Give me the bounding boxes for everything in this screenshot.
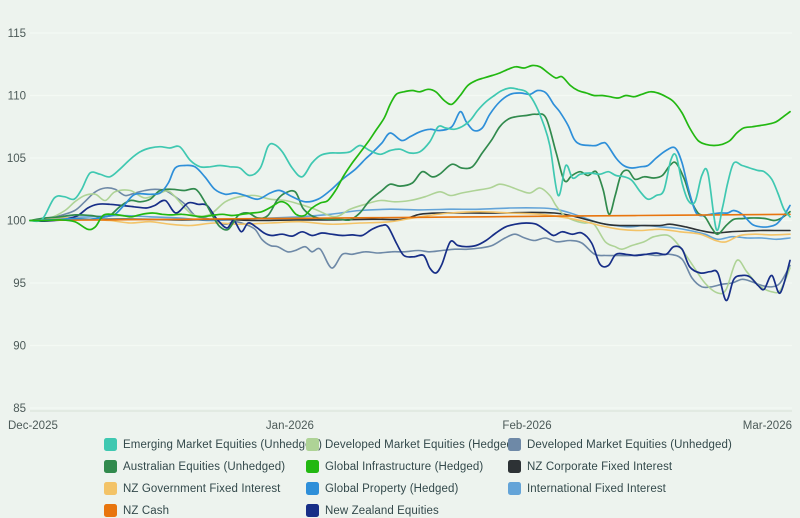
legend-label: NZ Government Fixed Interest (123, 482, 281, 495)
series-line-developed-market-equities-hedged (29, 183, 791, 295)
legend-label: NZ Corporate Fixed Interest (527, 460, 673, 473)
legend-item-global-property-hedged[interactable]: Global Property (Hedged) (306, 482, 458, 495)
x-tick-label-Jan-2026: Jan-2026 (266, 420, 314, 432)
legend-item-international-fixed-interest[interactable]: International Fixed Interest (508, 482, 666, 495)
series-line-developed-market-equities-unhedged (29, 187, 791, 289)
plot-area: 85 90 95 100 105 110 115 Dec-2025 Jan-2026 Feb-20… (7, 28, 792, 432)
legend-swatch-australian-equities-unhedged (104, 460, 117, 473)
series-line-emerging-market-equities-unhedged (29, 87, 791, 232)
series-line-nz-cash (29, 213, 791, 222)
legend-label: International Fixed Interest (527, 482, 666, 495)
y-tick-label-100: 100 (7, 216, 26, 228)
legend-swatch-international-fixed-interest (508, 482, 521, 495)
legend-swatch-nz-government-fixed-interest (104, 482, 117, 495)
legend-swatch-global-property-hedged (306, 482, 319, 495)
series-line-new-zealand-equities (29, 199, 791, 302)
legend-item-nz-corporate-fixed-interest[interactable]: NZ Corporate Fixed Interest (508, 460, 672, 473)
series-line-australian-equities-unhedged (29, 113, 791, 236)
legend-item-new-zealand-equities[interactable]: New Zealand Equities (306, 504, 439, 517)
y-tick-label-95: 95 (13, 278, 26, 290)
x-tick-label-Mar-2026: Mar-2026 (743, 420, 792, 432)
legend-label: Emerging Market Equities (Unhedged) (123, 438, 323, 451)
y-tick-label-115: 115 (8, 28, 26, 40)
legend-swatch-new-zealand-equities (306, 504, 319, 517)
series-line-global-property-hedged (29, 89, 791, 228)
legend-item-nz-cash[interactable]: NZ Cash (104, 504, 169, 517)
legend-item-developed-market-equities-hedged[interactable]: Developed Market Equities (Hedged) (306, 438, 517, 451)
x-tick-label-Dec-2025: Dec-2025 (8, 420, 58, 432)
legend-item-nz-government-fixed-interest[interactable]: NZ Government Fixed Interest (104, 482, 280, 495)
legend-swatch-nz-cash (104, 504, 117, 517)
legend-label: NZ Cash (123, 504, 170, 517)
legend-label: Developed Market Equities (Unhedged) (527, 438, 732, 451)
legend-label: Developed Market Equities (Hedged) (325, 438, 517, 451)
y-tick-label-105: 105 (7, 153, 26, 165)
x-tick-label-Feb-2026: Feb-2026 (502, 420, 551, 432)
series-line-global-infrastructure-hedged (29, 64, 791, 231)
y-tick-label-110: 110 (8, 91, 26, 103)
legend-swatch-developed-market-equities-hedged (306, 438, 319, 451)
legend-item-developed-market-equities-unhedged[interactable]: Developed Market Equities (Unhedged) (508, 438, 732, 451)
legend-label: Australian Equities (Unhedged) (123, 460, 286, 473)
y-tick-label-85: 85 (13, 403, 26, 415)
legend-swatch-developed-market-equities-unhedged (508, 438, 521, 451)
y-tick-label-90: 90 (13, 341, 26, 353)
legend-label: Global Property (Hedged) (325, 482, 459, 495)
series-line-international-fixed-interest (29, 207, 791, 241)
series-line-nz-government-fixed-interest (29, 210, 791, 243)
legend-swatch-emerging-market-equities-unhedged (104, 438, 117, 451)
legend-swatch-global-infrastructure-hedged (306, 460, 319, 473)
legend-label: Global Infrastructure (Hedged) (325, 460, 484, 473)
legend-label: New Zealand Equities (325, 504, 439, 517)
legend-item-emerging-market-equities-unhedged[interactable]: Emerging Market Equities (Unhedged) (104, 438, 322, 451)
legend-item-australian-equities-unhedged[interactable]: Australian Equities (Unhedged) (104, 460, 285, 473)
legend-swatch-nz-corporate-fixed-interest (508, 460, 521, 473)
legend-item-global-infrastructure-hedged[interactable]: Global Infrastructure (Hedged) (306, 460, 483, 473)
